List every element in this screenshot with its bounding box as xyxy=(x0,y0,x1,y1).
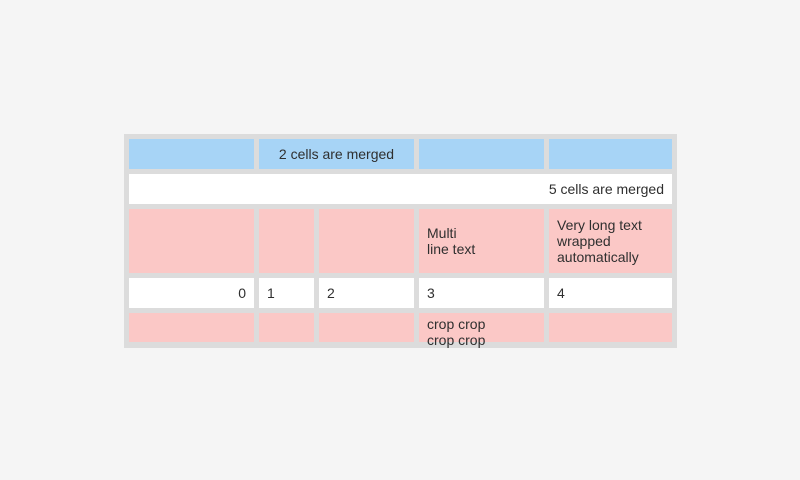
merged-5-cells-cell[interactable]: 5 cells are merged xyxy=(129,174,672,204)
pink-cell-empty-4[interactable] xyxy=(129,313,254,342)
crop-text-label: crop crop crop crop xyxy=(427,316,486,348)
number-cell-2[interactable]: 2 xyxy=(319,278,414,308)
number-cell-1[interactable]: 1 xyxy=(259,278,314,308)
pink-cell-empty-2[interactable] xyxy=(259,209,314,273)
number-cell-4[interactable]: 4 xyxy=(549,278,672,308)
crop-text-cell[interactable]: crop crop crop crop xyxy=(419,313,544,348)
header-cell-empty-1[interactable] xyxy=(129,139,254,169)
number-cell-3[interactable]: 3 xyxy=(419,278,544,308)
pink-cell-empty-1[interactable] xyxy=(129,209,254,273)
table-grid: 2 cells are merged 5 cells are merged Mu… xyxy=(129,139,672,348)
multi-line-text-cell[interactable]: Multi line text xyxy=(419,209,544,273)
wrapped-text-cell[interactable]: Very long text wrapped automatically xyxy=(549,209,672,273)
pink-cell-empty-3[interactable] xyxy=(319,209,414,273)
pink-cell-empty-7[interactable] xyxy=(549,313,672,342)
header-cell-empty-2[interactable] xyxy=(419,139,544,169)
pink-cell-empty-5[interactable] xyxy=(259,313,314,342)
table-widget: 2 cells are merged 5 cells are merged Mu… xyxy=(124,134,677,348)
number-cell-0[interactable]: 0 xyxy=(129,278,254,308)
merged-2-cells-cell[interactable]: 2 cells are merged xyxy=(259,139,414,169)
pink-cell-empty-6[interactable] xyxy=(319,313,414,342)
header-cell-empty-3[interactable] xyxy=(549,139,672,169)
